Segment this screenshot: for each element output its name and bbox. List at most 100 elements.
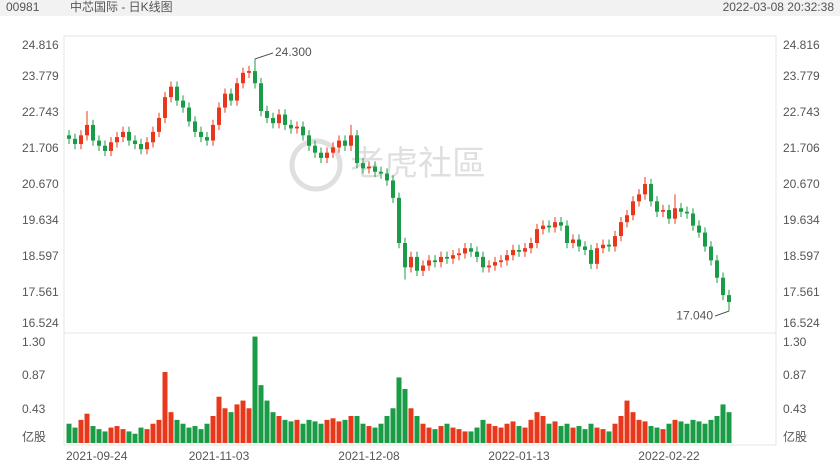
annotation-label: 24.300 [275,45,312,59]
candle-body [187,107,191,122]
candle-body [661,210,665,212]
volume-bar [282,419,288,443]
volume-bar [420,423,426,443]
volume-bar [336,421,342,443]
candle-body [673,208,677,219]
volume-bar [492,426,498,443]
volume-bar [630,412,636,443]
candle-body [553,222,557,228]
candle-body [655,201,659,212]
candle-body [307,135,311,146]
candle-body [109,142,113,151]
y-tick-label: 1.30 [22,335,46,349]
candle-body [469,248,473,252]
volume-bar [384,416,390,443]
candle-body [193,121,197,132]
x-tick-label: 2021-09-24 [66,449,128,463]
y-tick-label-right: 19.634 [783,213,820,227]
candle-body [445,256,449,259]
volume-bar [372,427,378,443]
volume-bar [456,429,462,443]
volume-bar [726,412,732,443]
volume-bar [258,385,264,443]
candle-body [541,225,545,230]
volume-bar [426,427,432,443]
volume-bar [564,423,570,443]
candle-body [433,260,437,263]
candle-body [547,225,551,228]
volume-bar [408,408,414,443]
candle-body [223,93,227,108]
candle-body [271,117,275,124]
candle-body [73,138,77,145]
y-tick-label: 16.524 [22,316,59,330]
candle-body [361,163,365,169]
y-tick-label-right: 17.561 [783,285,820,299]
volume-bar [366,426,372,443]
volume-bar [288,421,294,443]
volume-bar [84,413,90,443]
y-tick-label: 18.597 [22,249,59,263]
candle-body [295,126,299,129]
volume-bar [648,426,654,443]
price-frame [63,35,777,334]
candle-body [637,194,641,202]
candle-body [337,140,341,148]
candle-body [145,142,149,150]
volume-bar [606,431,612,443]
volume-bar [480,419,486,443]
candle-body [703,232,707,247]
candle-body [481,256,485,268]
volume-bar [264,400,270,443]
volume-bar [360,423,366,443]
volume-bar [702,423,708,443]
volume-bar [120,429,126,443]
y-tick-label-right: 22.743 [783,105,820,119]
volume-bar [234,404,240,443]
volume-bar [144,429,150,443]
volume-bar [522,427,528,443]
volume-bar [198,429,204,443]
candle-body [157,117,161,132]
candle-body [643,183,647,195]
volume-bar [324,419,330,443]
volume-bar [132,433,138,443]
volume-bar [504,423,510,443]
header-bar [0,0,840,16]
y-tick-label-right: 21.706 [783,141,820,155]
annotation-leader [714,310,730,317]
volume-bar [552,421,558,443]
candle-body [493,262,497,266]
volume-bar [402,389,408,443]
volume-bar [150,423,156,443]
volume-bar [138,427,144,443]
volume-bar [222,408,228,443]
y-axis-label: 亿股 [22,429,46,444]
volume-bar [78,419,84,443]
candle-body [325,152,329,158]
candle-body [289,124,293,129]
candle-body [229,93,233,101]
y-tick-label-right: 23.779 [783,69,820,83]
candle-body [217,107,221,125]
candle-body [205,137,209,141]
candle-body [529,243,533,249]
annotation-leader [254,52,274,60]
candle-body [139,144,143,150]
candle-body [571,239,575,244]
volume-bar [642,421,648,443]
candle-body [175,86,179,101]
volume-bar [618,416,624,443]
candle-body [475,251,479,257]
candle-body [625,215,629,223]
candle-body [727,295,731,303]
volume-bar [114,426,120,443]
volume-bar [654,427,660,443]
candle-body [319,152,323,158]
y-axis-label-right: 亿股 [783,429,807,444]
volume-bar [108,427,114,443]
candle-body [535,229,539,244]
candle-body [715,260,719,278]
candle-body [253,71,257,84]
